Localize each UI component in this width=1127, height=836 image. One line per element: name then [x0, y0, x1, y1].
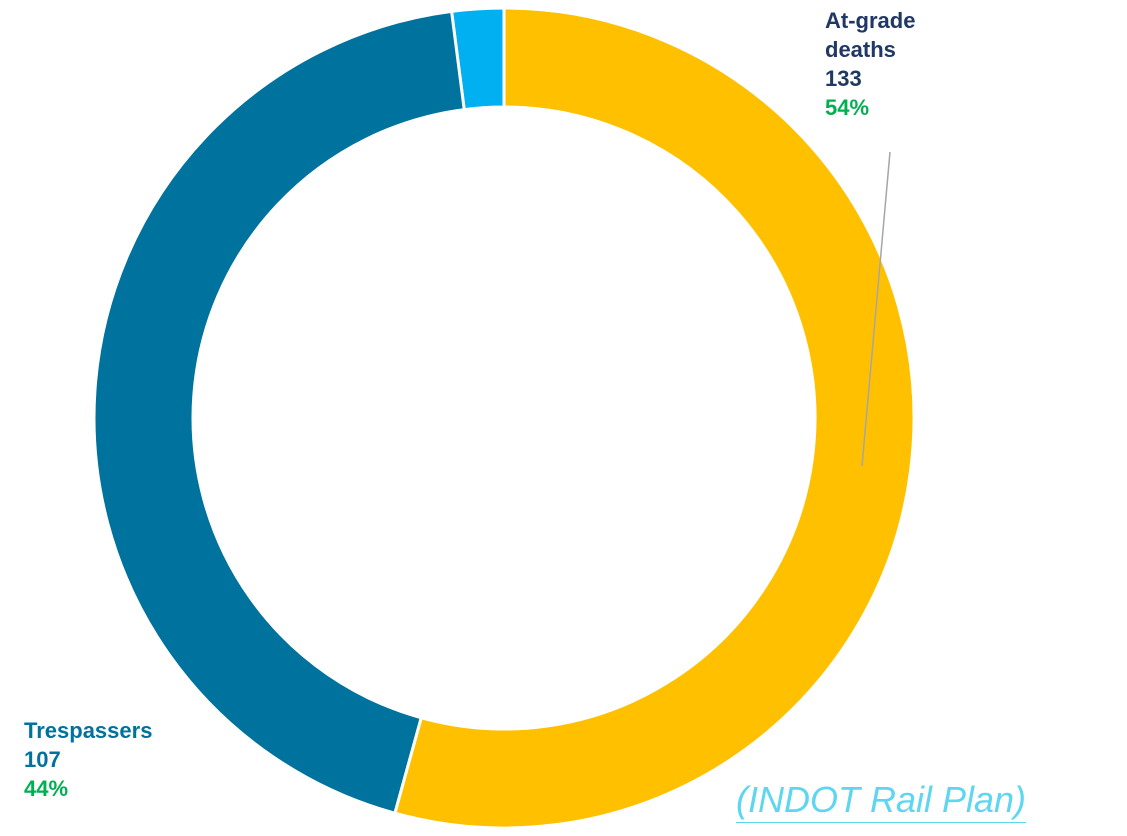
donut-slice	[92, 9, 466, 816]
label-name: At-grade deaths	[825, 8, 916, 62]
label-name: Trespassers	[24, 718, 153, 743]
leader-line	[861, 151, 891, 467]
label-value: 133	[825, 66, 862, 91]
label-value: 107	[24, 747, 61, 772]
slice-label: Trespassers 107 44%	[24, 716, 244, 803]
source-note: (INDOT Rail Plan)	[736, 778, 1027, 823]
donut-slice	[393, 6, 916, 830]
label-percent: 44%	[24, 776, 69, 801]
slice-label: At-grade deaths 133 54%	[825, 6, 945, 122]
label-percent: 54%	[825, 95, 870, 120]
